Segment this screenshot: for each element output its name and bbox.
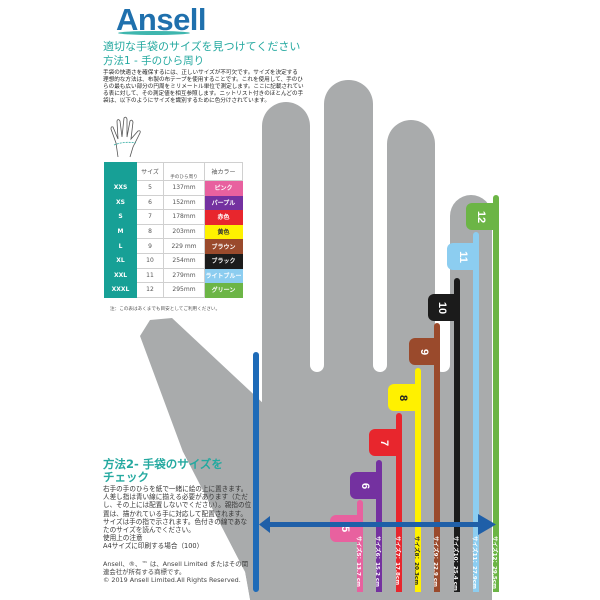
logo-swoosh xyxy=(118,31,190,35)
size-bar-label: サイズ12：29.5cm xyxy=(491,536,497,589)
size-bar-7 xyxy=(396,413,402,592)
intro-line: 手袋の快適さを確保するには、正しいサイズが不可欠です。サイズを決定する xyxy=(103,70,298,76)
palm-circumference: 137mm xyxy=(163,180,205,196)
size-tab-9: 9 xyxy=(409,338,439,365)
palm-circumference: 178mm xyxy=(163,209,205,225)
size-tab-7: 7 xyxy=(369,429,399,456)
size-letter: XS xyxy=(104,194,137,211)
size-number: 10 xyxy=(136,252,164,269)
size-number: 12 xyxy=(136,282,164,298)
size-bar-12 xyxy=(493,195,499,592)
cuff-color: ピンク xyxy=(204,180,243,196)
hand-measure-icon xyxy=(110,116,141,158)
header-palm: 手のひら周り xyxy=(163,162,205,181)
size-tab-number: 5 xyxy=(339,525,351,532)
size-letter: XXL xyxy=(104,267,137,284)
size-number: 5 xyxy=(136,180,164,196)
header-size: サイズ xyxy=(136,162,164,181)
usage-title: 使用上の注意 xyxy=(103,534,143,543)
size-bar-label: サイズ5：13.7 cm xyxy=(355,536,361,587)
method2-body-text: 右手の手のひらを紙で一緒に絵の上に置きます。人差し指は青い線に揃える必要がありま… xyxy=(103,485,252,535)
size-number: 11 xyxy=(136,267,164,284)
table-row: XXL 11 279mm ライトブルー xyxy=(104,267,243,284)
trademark-text: Ansell、®、™ は、Ansell Limited またはその関連会社が所有… xyxy=(103,560,249,576)
intro-line: 袋は、以下のようにサイズを識別するために色分けされています。 xyxy=(103,98,270,104)
intro-line: る表に対して、その測定値を相互参照します。ニットリスト付きのほとんどの手 xyxy=(103,91,304,97)
size-bar-label: サイズ6：15.2 cm xyxy=(374,536,380,587)
size-tab-number: 6 xyxy=(359,482,371,489)
header-cuff: 袖カラー xyxy=(204,162,243,181)
index-finger-line xyxy=(253,352,259,592)
size-number: 6 xyxy=(136,194,164,211)
intro-paragraph: 手袋の快適さを確保するには、正しいサイズが不可欠です。サイズを決定する 理想的な… xyxy=(103,70,304,105)
size-letter: XXS xyxy=(104,180,137,196)
method1-title: 方法1 - 手のひら周り xyxy=(103,55,205,67)
size-bar-5 xyxy=(357,500,363,592)
size-tab-8: 8 xyxy=(388,384,418,411)
size-bar-9 xyxy=(434,323,440,592)
size-tab-11: 11 xyxy=(447,243,478,270)
method2-title-line: 方法2- 手袋のサイズを xyxy=(103,457,223,471)
intro-line: 理想的な方法は、布製の布テープを使用することです。これを使用して、手のひ xyxy=(103,77,303,83)
size-tab-10: 10 xyxy=(428,294,457,321)
cuff-color: 黄色 xyxy=(204,223,243,240)
size-number: 7 xyxy=(136,209,164,225)
size-letter: XL xyxy=(104,252,137,269)
size-number: 8 xyxy=(136,223,164,240)
size-bar-label: サイズ7：17.8cm xyxy=(394,536,400,586)
size-bar-8 xyxy=(415,368,421,592)
table-row: S 7 178mm 赤色 xyxy=(104,209,243,225)
table-row: XL 10 254mm ブラック xyxy=(104,252,243,269)
page-title: 適切な手袋のサイズを見つけてください xyxy=(103,40,301,53)
size-bar-label: サイズ8：20.3cm xyxy=(413,536,419,586)
size-number: 9 xyxy=(136,238,164,254)
size-letter: M xyxy=(104,223,137,240)
size-table: サイズ 手のひら周り 袖カラー XXS 5 137mm ピンク XS 6 152mm パープル… xyxy=(104,162,243,298)
size-tab-number: 9 xyxy=(418,348,430,355)
size-tab-number: 7 xyxy=(378,439,390,446)
table-header-row: サイズ 手のひら周り 袖カラー xyxy=(104,162,243,181)
size-tab-5: 5 xyxy=(330,515,360,542)
size-bar-label: サイズ10：25.4 cm xyxy=(452,536,458,591)
palm-circumference: 254mm xyxy=(163,252,205,269)
size-tab-number: 10 xyxy=(436,301,449,314)
intro-line: らの最も広い部分の円周をミリメートル単位で測定します。ここに記載されてい xyxy=(103,84,304,90)
method2-instructions: 右手の手のひらを紙で一緒に絵の上に置きます。人差し指は青い線に揃える必要がありま… xyxy=(103,485,253,551)
cuff-color: パープル xyxy=(204,194,243,211)
cuff-color: グリーン xyxy=(204,282,243,298)
table-row: XXXL 12 295mm グリーン xyxy=(104,282,243,298)
size-tab-number: 11 xyxy=(456,250,469,263)
method2-title: 方法2- 手袋のサイズを チェック xyxy=(103,458,223,484)
palm-circumference: 295mm xyxy=(163,282,205,298)
size-tab-number: 8 xyxy=(397,394,409,401)
palm-circumference: 152mm xyxy=(163,194,205,211)
table-row: XXS 5 137mm ピンク xyxy=(104,180,243,196)
size-tab-6: 6 xyxy=(350,472,380,499)
table-row: L 9 229 mm ブラウン xyxy=(104,238,243,254)
size-bar-10 xyxy=(454,278,460,592)
size-letter: S xyxy=(104,209,137,225)
cuff-color: ライトブルー xyxy=(204,267,243,284)
size-tab-number: 12 xyxy=(475,210,487,223)
table-note: 注：この表はあくまでも目安としてご利用ください。 xyxy=(110,307,221,312)
header-blank xyxy=(104,162,137,181)
size-bar-11 xyxy=(473,232,479,592)
cuff-color: 赤色 xyxy=(204,209,243,225)
usage-note: A4サイズに印刷する場合（100） xyxy=(103,542,204,551)
palm-circumference: 203mm xyxy=(163,223,205,240)
cuff-color: ブラウン xyxy=(204,238,243,254)
table-row: M 8 203mm 黄色 xyxy=(104,223,243,240)
copyright-text: © 2019 Ansell Limited.All Rights Reserve… xyxy=(103,576,241,584)
palm-circumference: 229 mm xyxy=(163,238,205,254)
size-tab-12: 12 xyxy=(466,203,496,230)
method2-title-line: チェック xyxy=(103,470,149,484)
size-bar-label: サイズ9：22.9 cm xyxy=(432,536,438,587)
size-letter: L xyxy=(104,238,137,254)
size-bar-label: サイズ11：27.9cm xyxy=(471,536,477,589)
size-letter: XXXL xyxy=(104,282,137,298)
table-row: XS 6 152mm パープル xyxy=(104,194,243,211)
legal-notice: Ansell、®、™ は、Ansell Limited またはその関連会社が所有… xyxy=(103,560,253,584)
cuff-color: ブラック xyxy=(204,252,243,269)
palm-circumference: 279mm xyxy=(163,267,205,284)
